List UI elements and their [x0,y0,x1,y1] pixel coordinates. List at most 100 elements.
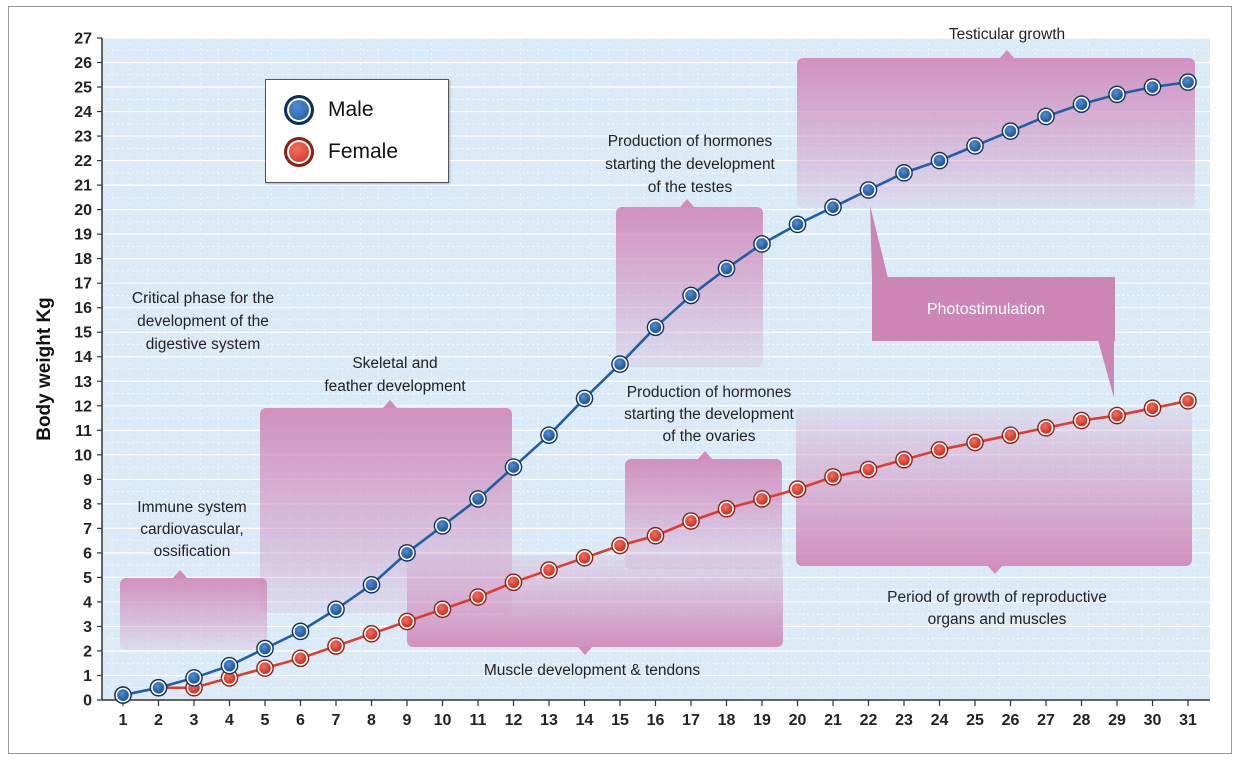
data-point-female [933,444,946,456]
data-point-female [720,502,733,515]
y-tick-label: 25 [74,80,92,97]
x-tick-label: 2 [154,712,163,729]
annotation-reproductive: Period of growth of reproductive organs a… [887,589,1107,628]
x-tick-label: 17 [682,712,700,729]
x-tick-label: 31 [1179,712,1197,729]
data-point-male [259,642,271,655]
annotation-muscle: Muscle development & tendons [484,662,701,679]
x-tick-label: 5 [261,712,270,729]
annotation-line: organs and muscles [928,611,1067,628]
annotation-line: ossification [154,543,231,560]
data-point-male [543,429,555,442]
data-point-female [969,436,981,449]
y-tick-label: 9 [83,472,92,489]
callout-testicular [797,58,1195,208]
annotation-immune: Immune system cardiovascular, ossification [137,499,246,560]
annotation-line: digestive system [146,336,261,353]
photostimulation-pointer-up [870,205,888,278]
x-tick-label: 16 [647,712,665,729]
x-tick-label: 9 [403,712,412,729]
annotation-hormone-ovaries: Production of hormones starting the devel… [624,384,794,445]
callout-hormone-ovaries-notch [698,451,712,459]
x-tick-label: 29 [1108,712,1126,729]
data-point-female [614,539,626,552]
data-point-male [1004,125,1017,137]
x-tick-label: 12 [505,712,523,729]
x-tick-label: 26 [1002,712,1020,729]
axes: 0123456789101112131415161718192021222324… [74,31,1210,729]
data-point-female [1146,402,1159,415]
data-point-male [862,184,875,196]
y-axis-label: Body weight Kg [34,297,55,441]
data-point-male [188,672,200,684]
data-point-male [649,321,662,334]
callout-testicular-notch [1000,50,1014,58]
callout-immune-notch [173,570,187,578]
y-tick-label: 10 [74,447,92,464]
callout-muscle-notch [578,647,592,655]
data-point-female [756,493,768,505]
data-point-female [1182,395,1194,407]
data-point-female [1075,414,1088,427]
callout-immune [120,578,267,650]
legend: Male Female [265,79,449,183]
data-point-male [756,238,768,250]
x-tick-label: 14 [576,712,594,729]
annotation-line: Immune system [137,499,246,516]
y-tick-label: 19 [74,227,92,244]
y-tick-label: 16 [74,300,92,317]
x-tick-label: 28 [1073,712,1091,729]
y-tick-label: 13 [74,374,92,391]
data-point-male [117,689,129,701]
data-point-female [1004,429,1017,442]
data-point-female [259,662,271,674]
annotation-photostimulation: Photostimulation [927,301,1045,318]
annotation-line: starting the development [605,156,775,173]
annotation-line: Testicular growth [949,26,1065,43]
y-tick-label: 12 [74,398,92,415]
y-tick-label: 2 [83,643,92,660]
annotation-line: Production of hormones [608,133,773,150]
x-tick-label: 10 [434,712,452,729]
data-point-male [152,681,165,694]
data-point-male [507,461,520,473]
data-point-female [898,453,910,466]
annotation-line: of the testes [648,179,733,196]
callout-hormone-testes-notch [680,199,694,207]
annotation-line: feather development [324,378,466,395]
x-tick-label: 19 [753,712,771,729]
data-point-female [543,564,555,576]
y-tick-label: 8 [83,496,92,513]
annotation-testicular: Testicular growth [949,26,1065,43]
x-tick-label: 20 [789,712,807,729]
data-point-male [1075,98,1088,110]
y-tick-label: 15 [74,325,92,342]
y-tick-label: 17 [74,276,92,293]
y-tick-label: 5 [83,570,92,587]
data-point-male [827,201,839,213]
female-marker-icon [284,137,314,167]
y-tick-label: 14 [74,349,92,366]
data-point-male [365,578,378,591]
annotation-line: of the ovaries [662,428,755,445]
annotation-line: Period of growth of reproductive [887,589,1107,606]
data-point-male [294,625,307,638]
x-tick-label: 15 [611,712,629,729]
callout-hormone-ovaries [625,459,782,569]
data-point-male [614,358,626,370]
data-point-male [720,262,733,275]
x-tick-label: 18 [718,712,736,729]
legend-item-male: Male [284,92,374,128]
y-tick-label: 4 [83,594,92,611]
annotation-digestive: Critical phase for the development of the… [132,290,274,353]
y-tick-label: 27 [74,31,92,48]
data-point-male [1146,81,1159,93]
data-point-male [223,659,236,672]
x-tick-label: 7 [332,712,341,729]
y-tick-label: 6 [83,545,92,562]
data-point-female [294,652,307,665]
y-tick-label: 24 [74,104,92,121]
series-layer [114,73,1197,704]
x-tick-label: 1 [119,712,128,729]
